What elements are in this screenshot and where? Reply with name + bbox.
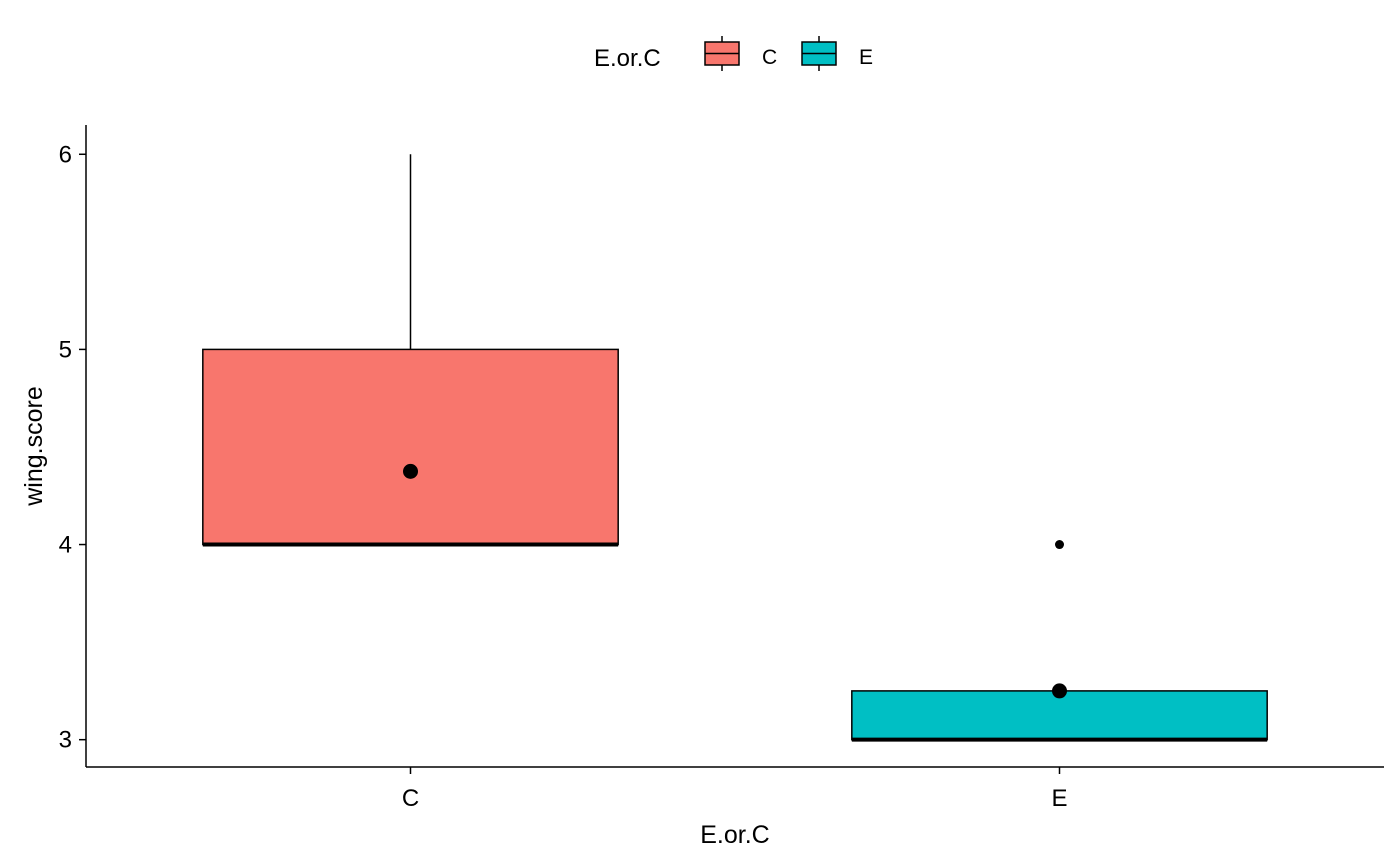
legend: E.or.C C E <box>594 36 873 72</box>
mean-point <box>403 463 418 479</box>
legend-label-e: E <box>859 46 873 69</box>
legend-label-c: C <box>762 46 777 69</box>
y-axis-title: wing.score <box>20 386 48 507</box>
legend-entry-e: E <box>801 36 873 71</box>
legend-title: E.or.C <box>594 45 661 72</box>
legend-entry-c: C <box>704 36 777 71</box>
y-tick-label: 4 <box>59 532 72 559</box>
x-tick-label: E <box>1051 785 1067 812</box>
outlier-point <box>1055 540 1064 550</box>
box-body <box>851 690 1268 741</box>
box-group-e <box>851 540 1268 742</box>
mean-point <box>1052 683 1067 699</box>
x-tick-label: C <box>402 785 419 812</box>
y-tick-label: 3 <box>59 727 72 754</box>
y-ticks: 3 4 5 6 <box>59 141 86 754</box>
box-group-c <box>202 154 619 547</box>
x-axis-title: E.or.C <box>700 821 769 849</box>
box-body <box>202 348 619 546</box>
y-tick-label: 6 <box>59 141 72 168</box>
y-tick-label: 5 <box>59 336 72 363</box>
boxes <box>202 154 1268 742</box>
